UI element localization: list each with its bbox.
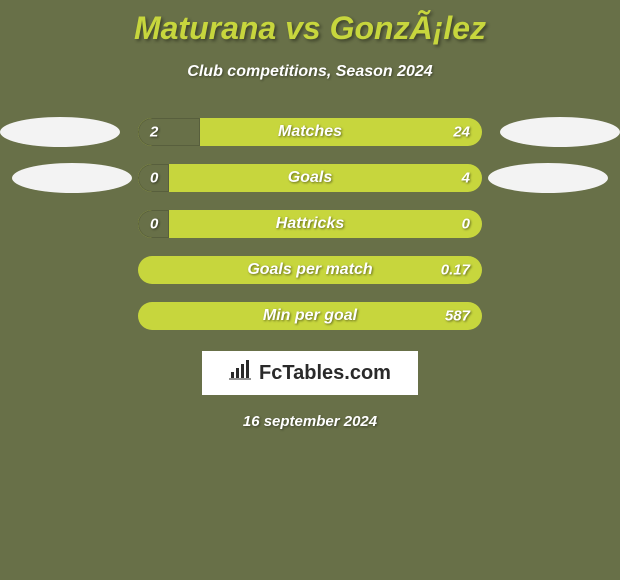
- stat-right-value: 587: [445, 308, 470, 325]
- stat-left-value: 0: [150, 170, 158, 187]
- brand-logo-text: FcTables.com: [259, 362, 391, 385]
- stat-left-value: 2: [150, 124, 158, 141]
- stat-row: Min per goal 587: [0, 293, 620, 339]
- stat-label: Goals per match: [247, 261, 372, 279]
- stat-row: Goals per match 0.17: [0, 247, 620, 293]
- stat-left-value: 0: [150, 216, 158, 233]
- player-badge-right: [488, 163, 608, 193]
- stat-label: Min per goal: [263, 307, 357, 325]
- stat-right-value: 0: [462, 216, 470, 233]
- date-text: 16 september 2024: [0, 413, 620, 430]
- stat-bar-fill: [138, 118, 200, 146]
- stat-bar: 2 Matches 24: [138, 118, 482, 146]
- stat-row: 0 Goals 4: [0, 155, 620, 201]
- brand-logo: FcTables.com: [229, 360, 391, 386]
- player-badge-left: [12, 163, 132, 193]
- comparison-content: 2 Matches 24 0 Goals 4 0 Hattricks 0: [0, 109, 620, 430]
- stat-right-value: 24: [453, 124, 470, 141]
- player-badge-right: [500, 117, 620, 147]
- stat-row: 2 Matches 24: [0, 109, 620, 155]
- stat-bar: Goals per match 0.17: [138, 256, 482, 284]
- stat-bar: 0 Goals 4: [138, 164, 482, 192]
- stat-label: Hattricks: [276, 215, 344, 233]
- player-badge-left: [0, 117, 120, 147]
- stat-bar: Min per goal 587: [138, 302, 482, 330]
- stat-label: Goals: [288, 169, 332, 187]
- page-root: Maturana vs GonzÃ¡lez Club competitions,…: [0, 0, 620, 580]
- brand-logo-box[interactable]: FcTables.com: [202, 351, 418, 395]
- stat-right-value: 4: [462, 170, 470, 187]
- stat-row: 0 Hattricks 0: [0, 201, 620, 247]
- stat-bar: 0 Hattricks 0: [138, 210, 482, 238]
- stat-right-value: 0.17: [441, 262, 470, 279]
- stat-label: Matches: [278, 123, 342, 141]
- bar-chart-icon: [229, 360, 253, 386]
- page-subtitle: Club competitions, Season 2024: [0, 63, 620, 81]
- page-title: Maturana vs GonzÃ¡lez: [0, 0, 620, 47]
